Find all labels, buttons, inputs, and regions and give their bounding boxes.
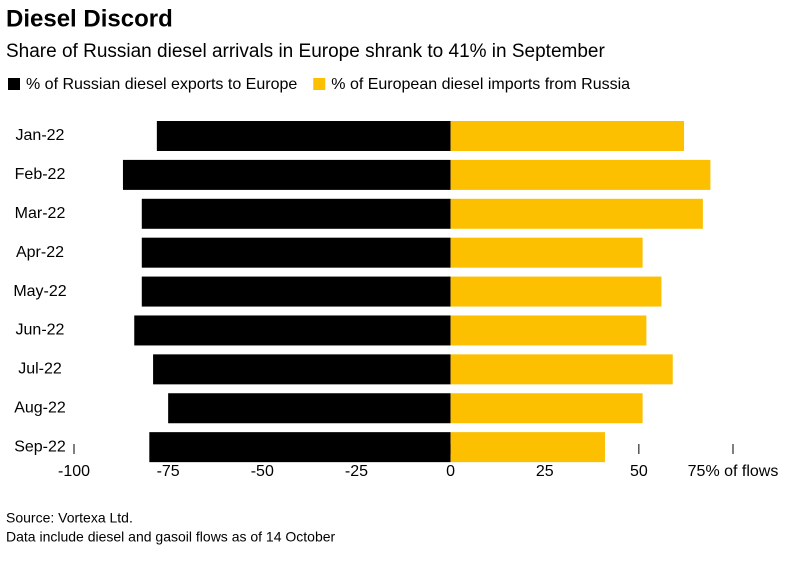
- x-tick-label: 50: [630, 463, 648, 480]
- legend-swatch: [313, 78, 326, 90]
- category-label: Jun-22: [16, 322, 65, 339]
- bar: [450, 432, 605, 463]
- bar: [450, 121, 685, 151]
- bar: [450, 159, 711, 190]
- bar: [141, 276, 451, 307]
- bar: [141, 198, 451, 229]
- category-label: May-22: [13, 283, 66, 300]
- x-tick-label: -75: [157, 463, 180, 480]
- bar: [450, 315, 647, 346]
- category-label: Aug-22: [14, 399, 66, 416]
- legend-label: % of European diesel imports from Russia: [331, 76, 630, 93]
- legend-label: % of Russian diesel exports to Europe: [26, 76, 297, 93]
- x-tick-label: -50: [251, 463, 274, 480]
- chart-subtitle: Share of Russian diesel arrivals in Euro…: [6, 41, 605, 62]
- bar: [122, 159, 451, 190]
- bar: [450, 393, 643, 424]
- bar: [153, 354, 451, 385]
- legend-swatch: [8, 78, 20, 90]
- bar: [168, 393, 451, 424]
- source: Source: Vortexa Ltd.: [6, 510, 133, 526]
- bar: [450, 354, 673, 385]
- category-label: Apr-22: [16, 244, 64, 261]
- category-label: Sep-22: [14, 438, 66, 455]
- x-tick-label: -25: [345, 463, 368, 480]
- bar: [134, 315, 451, 346]
- category-label: Feb-22: [15, 166, 66, 183]
- x-tick-label: -100: [58, 463, 90, 480]
- x-tick-label: 25: [536, 463, 554, 480]
- bar: [450, 198, 703, 229]
- category-label: Jan-22: [16, 127, 65, 144]
- category-label: Jul-22: [18, 361, 62, 378]
- category-label: Mar-22: [15, 205, 66, 222]
- bar: [141, 237, 451, 268]
- bar: [450, 276, 662, 307]
- bar: [149, 432, 451, 463]
- note: Data include diesel and gasoil flows as …: [6, 529, 336, 545]
- x-tick-label: 0: [446, 463, 455, 480]
- bar: [156, 121, 451, 151]
- chart-title: Diesel Discord: [6, 5, 173, 32]
- bar: [450, 237, 643, 268]
- x-tick-label: 75% of flows: [688, 463, 779, 480]
